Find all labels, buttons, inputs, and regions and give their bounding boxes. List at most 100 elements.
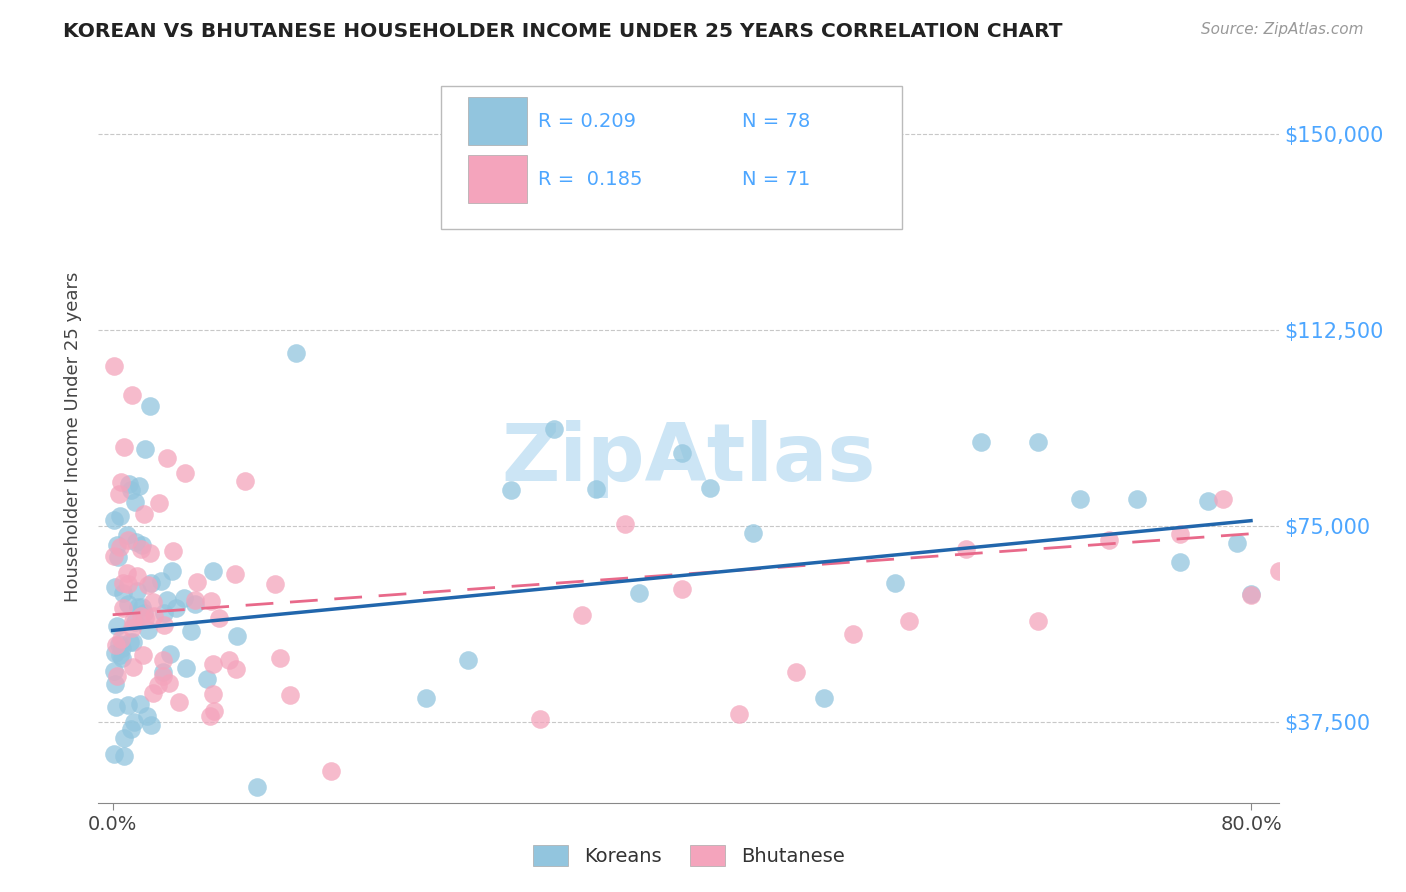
Point [131, 599, 153, 614]
Point [132, 507, 155, 521]
Point [111, 601, 134, 615]
Point [1226, 535, 1249, 549]
Point [183, 597, 205, 611]
Text: R = 0.209: R = 0.209 [537, 112, 636, 130]
Point [125, 534, 148, 549]
Point [233, 474, 256, 488]
Point [104, 646, 127, 660]
Point [1268, 564, 1291, 578]
Point [200, 594, 222, 608]
Point [131, 541, 153, 556]
Point [105, 669, 128, 683]
Point [1069, 492, 1091, 507]
Point [160, 564, 183, 578]
Point [136, 708, 159, 723]
Point [1026, 614, 1049, 628]
Point [131, 538, 153, 552]
Point [120, 722, 142, 736]
Point [184, 592, 207, 607]
Point [121, 659, 143, 673]
Point [148, 496, 170, 510]
Point [571, 608, 593, 623]
Point [103, 665, 125, 679]
Point [269, 651, 291, 665]
Point [108, 540, 131, 554]
Point [132, 607, 155, 621]
Point [139, 546, 162, 560]
FancyBboxPatch shape [468, 155, 527, 203]
Point [111, 640, 134, 655]
Point [103, 747, 125, 762]
Point [529, 712, 551, 726]
Text: ZipAtlas: ZipAtlas [502, 420, 876, 498]
Point [969, 435, 991, 450]
Point [115, 566, 138, 581]
Point [201, 657, 224, 671]
Point [105, 638, 128, 652]
Point [104, 580, 127, 594]
Point [153, 606, 176, 620]
Point [246, 780, 269, 794]
Point [884, 576, 907, 591]
Point [813, 691, 835, 706]
Point [727, 706, 749, 721]
Point [165, 601, 187, 615]
Point [117, 698, 139, 712]
Point [121, 622, 143, 636]
Point [104, 677, 127, 691]
Point [699, 481, 721, 495]
Point [201, 564, 224, 578]
Point [1126, 492, 1149, 507]
FancyBboxPatch shape [441, 86, 901, 228]
Point [200, 708, 222, 723]
Point [105, 619, 128, 633]
Point [202, 687, 225, 701]
Text: N = 71: N = 71 [742, 170, 810, 189]
Point [898, 614, 921, 628]
Point [1310, 558, 1333, 572]
Point [122, 614, 145, 628]
Point [955, 542, 977, 557]
Point [115, 528, 138, 542]
Point [1197, 493, 1219, 508]
Point [152, 668, 174, 682]
Legend: Koreans, Bhutanese: Koreans, Bhutanese [526, 837, 852, 873]
Point [499, 483, 522, 498]
Point [173, 591, 195, 605]
Point [1240, 587, 1263, 601]
Point [841, 626, 863, 640]
Point [152, 653, 174, 667]
Point [120, 635, 142, 649]
Point [264, 576, 287, 591]
Point [1026, 435, 1049, 450]
Point [117, 533, 139, 548]
Point [150, 574, 173, 589]
Point [671, 582, 693, 596]
Point [112, 731, 135, 745]
Point [284, 346, 307, 360]
Text: R =  0.185: R = 0.185 [537, 170, 643, 189]
Point [225, 662, 247, 676]
Point [1098, 533, 1121, 547]
Point [1168, 555, 1191, 569]
Point [742, 526, 765, 541]
Point [122, 715, 145, 730]
Point [110, 475, 132, 490]
Point [785, 665, 807, 679]
Point [112, 576, 135, 591]
Point [173, 466, 195, 480]
Point [110, 648, 132, 663]
Point [457, 652, 479, 666]
Point [143, 609, 166, 624]
Point [218, 653, 240, 667]
Point [543, 422, 565, 436]
Point [142, 686, 165, 700]
Point [1168, 526, 1191, 541]
Point [152, 665, 174, 679]
Point [162, 543, 184, 558]
FancyBboxPatch shape [468, 97, 527, 145]
Point [118, 477, 141, 491]
Point [134, 610, 156, 624]
Point [125, 569, 148, 583]
Point [124, 494, 146, 508]
